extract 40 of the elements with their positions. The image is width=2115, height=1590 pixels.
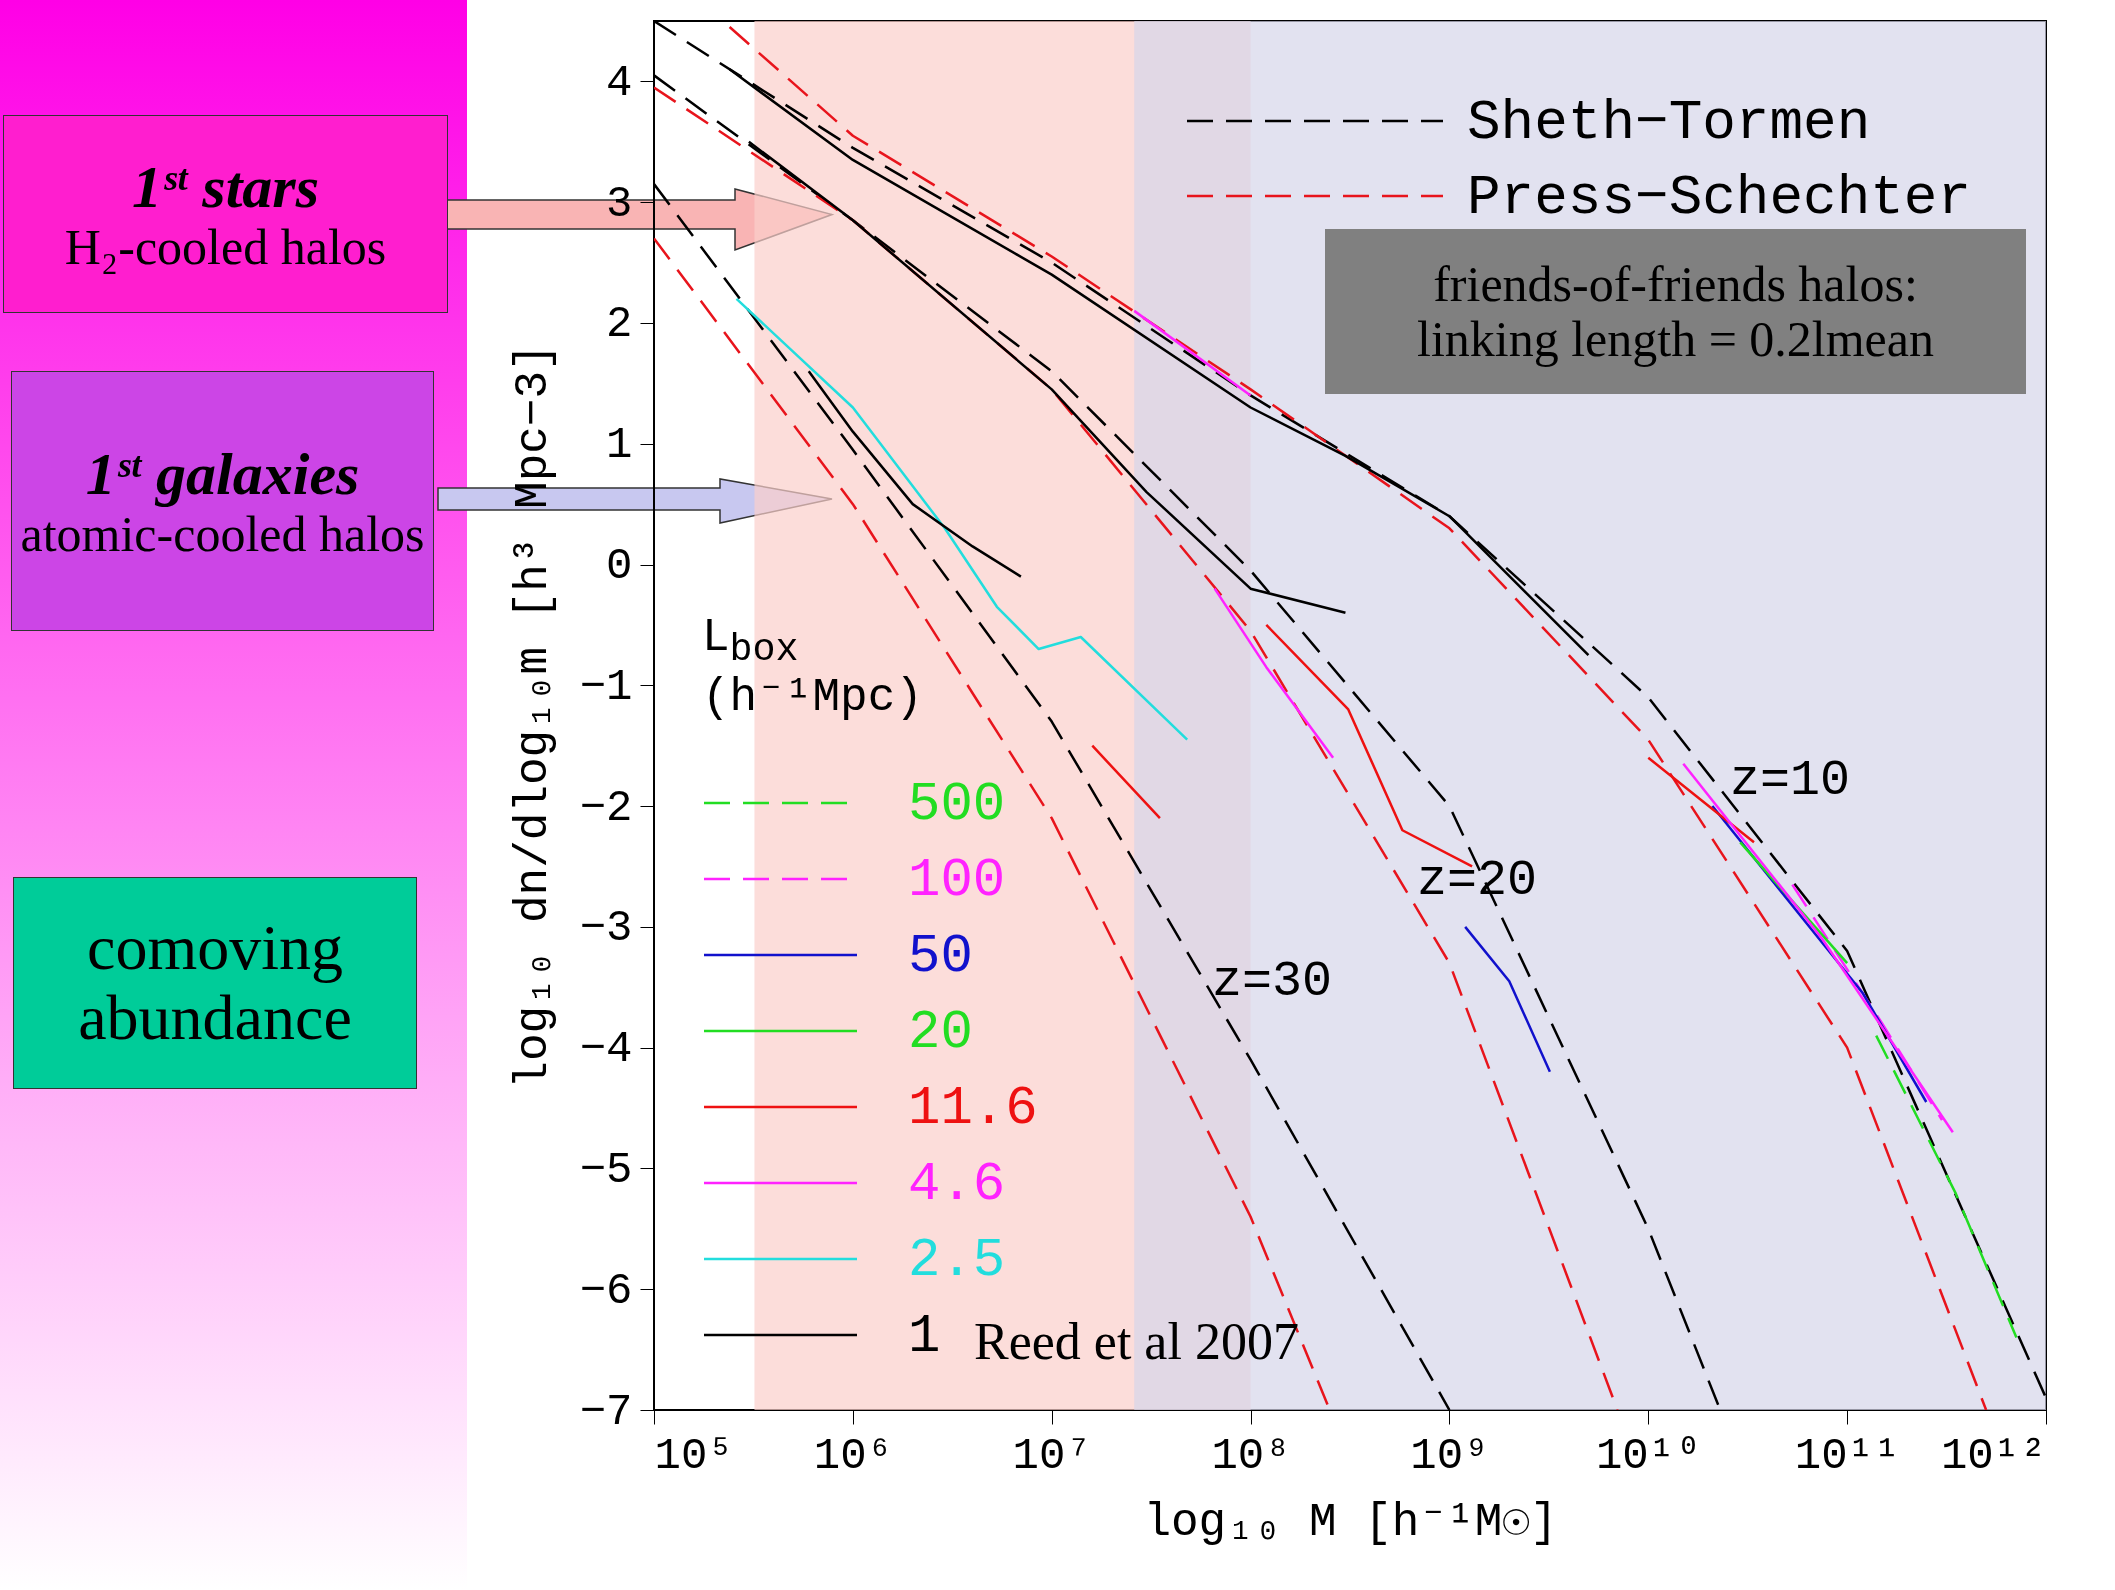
legend-label: 1 (908, 1306, 941, 1367)
y-tick-label: 4 (606, 57, 633, 108)
y-tick-label: −1 (579, 661, 633, 712)
y-tick-label: 1 (606, 420, 633, 471)
y-tick-label: 0 (606, 541, 633, 592)
annotation: Reed et al 2007 (974, 1312, 1299, 1371)
text-box: friends-of-friends halos: linking length = 0.2lmean (1325, 229, 2026, 394)
text-box: 1ˢᵗ stars H₂-cooled halos (3, 115, 448, 313)
y-tick-label: −3 (579, 903, 633, 954)
annotation: z=20 (1417, 852, 1538, 909)
x-tick-label: 10⁶ (813, 1430, 893, 1481)
y-tick-label: −4 (579, 1024, 633, 1075)
annotation: z=10 (1730, 752, 1851, 809)
text-box: comoving abundance (13, 877, 417, 1089)
legend-label: 50 (908, 926, 973, 987)
x-tick-label: 10¹⁰ (1595, 1430, 1702, 1481)
y-tick-label: 2 (606, 299, 633, 350)
legend-label: 500 (908, 774, 1006, 835)
legend-label: 20 (908, 1002, 973, 1063)
legend-title: L$_{box}$ (h⁻¹Mpc) (702, 612, 923, 726)
annotation: z=30 (1212, 953, 1333, 1010)
text-box: 1ˢᵗ galaxies atomic-cooled halos (11, 371, 434, 631)
x-tick-label: 10¹² (1940, 1430, 2047, 1481)
x-tick-label: 10⁵ (654, 1430, 734, 1481)
legend-label: Sheth−Tormen (1467, 91, 1871, 155)
x-tick-label: 10⁷ (1012, 1430, 1092, 1481)
legend-label: 4.6 (908, 1154, 1006, 1215)
legend-label: 2.5 (908, 1230, 1006, 1291)
x-tick-label: 10⁹ (1410, 1430, 1490, 1481)
legend-label: 11.6 (908, 1078, 1038, 1139)
x-tick-label: 10⁸ (1211, 1430, 1291, 1481)
x-tick-label: 10¹¹ (1794, 1430, 1901, 1481)
y-tick-label: −5 (579, 1144, 633, 1195)
legend-label: Press−Schechter (1467, 166, 1972, 230)
y-axis-title: log₁₀ dn/dlog₁₀m [h³ Mpc−3] (507, 343, 560, 1089)
y-tick-label: −6 (579, 1265, 633, 1316)
y-tick-label: −2 (579, 782, 633, 833)
x-axis-title: log₁₀ M [h⁻¹M☉] (1143, 1496, 1558, 1549)
y-tick-label: −7 (579, 1386, 633, 1437)
legend-label: 100 (908, 850, 1006, 911)
